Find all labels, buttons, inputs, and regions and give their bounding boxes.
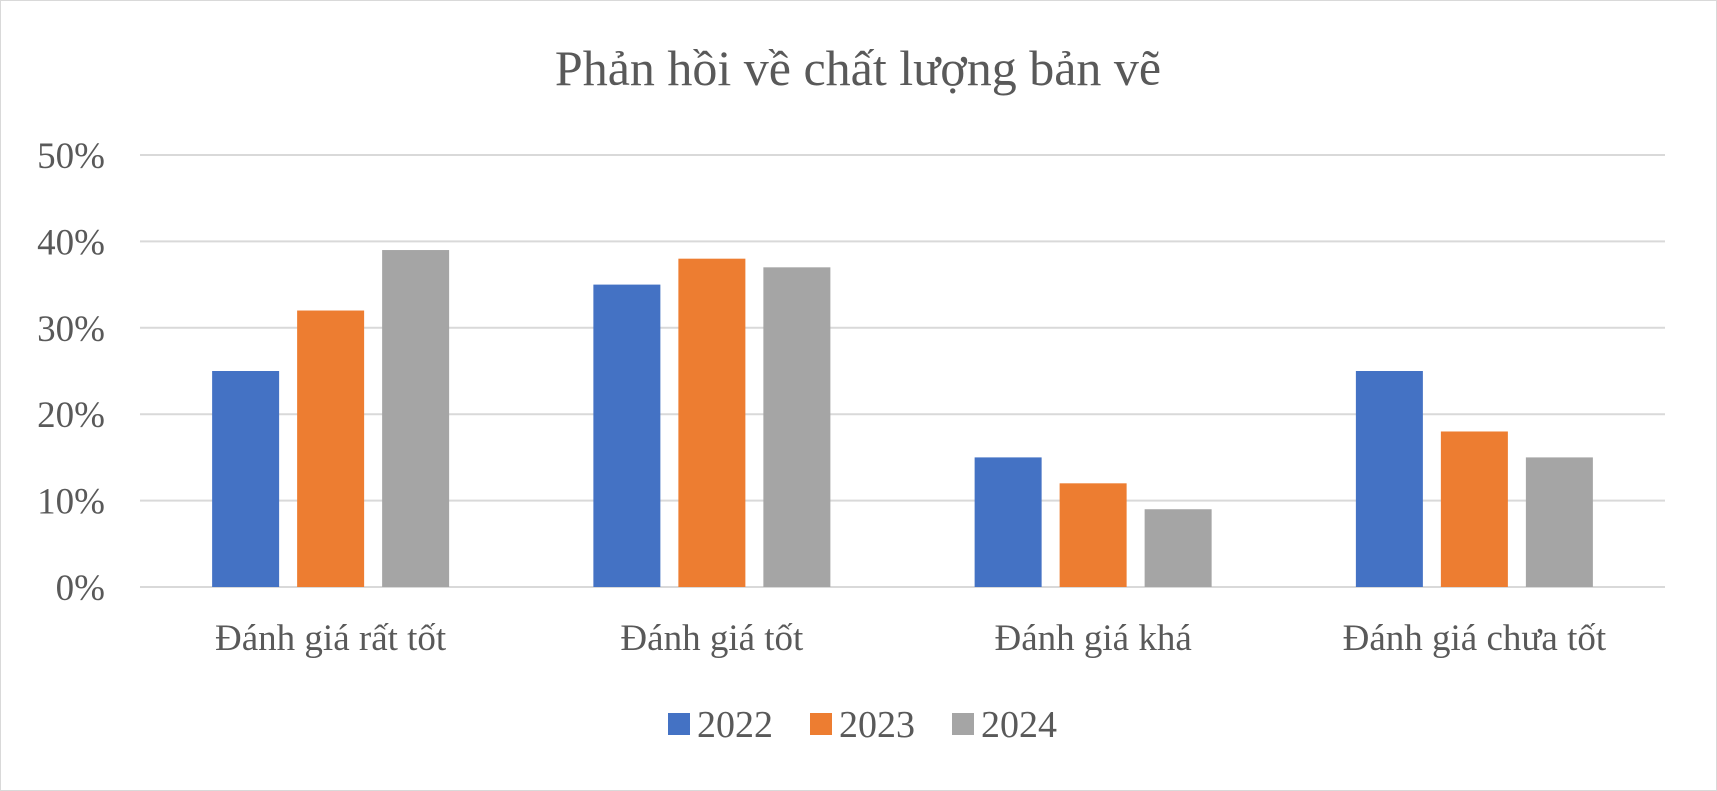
y-tick-label: 0%	[56, 568, 105, 609]
x-category-label: Đánh giá tốt	[620, 618, 804, 659]
legend-label-2022: 2022	[697, 704, 773, 746]
y-tick-label: 40%	[37, 222, 105, 263]
legend-label-2023: 2023	[839, 704, 915, 746]
y-tick-label: 50%	[37, 136, 105, 177]
gridlines	[140, 154, 1665, 588]
bar-2022-3	[974, 457, 1042, 587]
bar-2024-1	[382, 250, 450, 588]
bar-2022-1	[212, 371, 280, 587]
x-category-label: Đánh giá rất tốt	[215, 618, 447, 659]
bar-2024-2	[763, 267, 831, 587]
x-category-label: Đánh giá khá	[994, 618, 1191, 659]
bar-2022-2	[593, 284, 661, 587]
y-tick-label: 30%	[37, 309, 105, 350]
chart-title: Phản hồi về chất lượng bản vẽ	[555, 40, 1161, 96]
y-axis-ticks: 0% 10% 20% 30% 40% 50%	[37, 136, 105, 609]
bar-2024-4	[1525, 457, 1593, 587]
bar-2023-1	[297, 310, 365, 587]
bar-2022-4	[1355, 371, 1423, 587]
bar-2023-3	[1059, 483, 1127, 587]
bar-2023-4	[1440, 431, 1508, 587]
x-axis-categories: Đánh giá rất tốt Đánh giá tốt Đánh giá khá…	[215, 618, 1607, 659]
bars	[212, 250, 1593, 588]
legend-swatch-2022	[668, 713, 690, 735]
y-tick-label: 20%	[37, 395, 105, 436]
legend-swatch-2024	[952, 713, 974, 735]
y-tick-label: 10%	[37, 482, 105, 523]
legend: 2022 2023 2024	[668, 704, 1057, 746]
legend-label-2024: 2024	[981, 704, 1057, 746]
bar-2023-2	[678, 258, 746, 587]
x-category-label: Đánh giá chưa tốt	[1343, 618, 1607, 659]
bar-2024-3	[1144, 509, 1212, 587]
legend-swatch-2023	[810, 713, 832, 735]
